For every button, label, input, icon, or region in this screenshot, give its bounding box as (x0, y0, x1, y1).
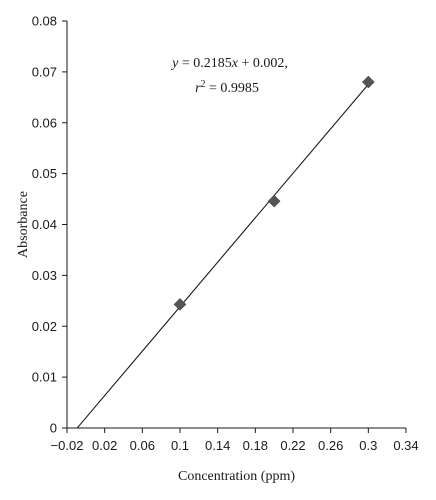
y-tick-label: 0.04 (32, 217, 57, 232)
regression-equation: y = 0.2185x + 0.002, (170, 56, 288, 71)
regression-line (76, 83, 369, 429)
x-ticks: −0.02 0.02 0.06 0.1 0.14 0.18 0.22 0.26 0.3 0.34 (51, 428, 419, 453)
eq-x-var: x (231, 56, 239, 71)
eq-slope: = 0.2185 (178, 56, 231, 71)
y-tick-label: 0.02 (32, 319, 57, 334)
x-axis-label: Concentration (ppm) (178, 469, 295, 484)
y-tick-label: 0.07 (32, 64, 57, 79)
y-tick-label: 0 (50, 421, 57, 436)
y-tick-label: 0.01 (32, 370, 57, 385)
r-var: r (195, 81, 201, 96)
y-tick-label: 0.06 (32, 115, 57, 130)
data-point-diamond (361, 75, 375, 89)
y-tick-label: 0.03 (32, 268, 57, 283)
x-tick-label: 0.18 (243, 438, 268, 453)
data-point-diamond (267, 194, 281, 208)
x-tick-label: 0.06 (130, 438, 155, 453)
x-tick-label: 0.14 (205, 438, 230, 453)
eq-y-var: y (170, 56, 179, 71)
x-tick-label: −0.02 (51, 438, 84, 453)
x-tick-label: 0.3 (359, 438, 377, 453)
x-tick-label: 0.34 (393, 438, 418, 453)
data-point-diamond (173, 298, 187, 311)
y-ticks: 0 0.01 0.02 0.03 0.04 0.05 0.06 0.07 0.08 (32, 14, 67, 436)
y-axis-label: Absorbance (16, 191, 31, 258)
y-tick-label: 0.08 (32, 14, 57, 29)
eq-intercept: + 0.002, (238, 56, 288, 71)
data-points (173, 75, 375, 311)
r-squared: r2 = 0.9985 (195, 79, 259, 97)
x-tick-label: 0.26 (318, 438, 343, 453)
x-tick-label: 0.1 (171, 438, 189, 453)
x-tick-label: 0.22 (280, 438, 305, 453)
r-exponent: 2 (201, 79, 206, 90)
y-tick-label: 0.05 (32, 166, 57, 181)
fit-line-group (76, 83, 369, 429)
x-tick-label: 0.02 (92, 438, 117, 453)
r-squared-value: = 0.9985 (206, 81, 259, 96)
